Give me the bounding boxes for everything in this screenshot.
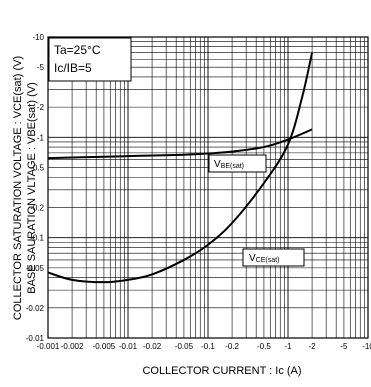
y-tick-label: -0.02 — [26, 304, 45, 313]
y-axis-title-line-1: COLLECTOR SATURATION VOLTAGE : VCE(sat) … — [12, 56, 24, 320]
vbe-label-box — [208, 154, 267, 173]
x-tick-label: -0.005 — [93, 342, 116, 351]
y-tick-label: -0.5 — [30, 164, 44, 173]
y-tick-label: -0.05 — [26, 264, 45, 273]
x-tick-label: -5 — [340, 342, 348, 351]
y-tick-label: -10 — [32, 33, 44, 42]
y-tick-label: -5 — [37, 63, 45, 72]
x-tick-label: -0.002 — [61, 342, 84, 351]
condition-temperature: Ta=25°C — [54, 43, 101, 57]
y-tick-label: -1 — [37, 133, 45, 142]
y-tick-label: -0.1 — [30, 234, 44, 243]
vce-label-base: V — [249, 253, 256, 264]
x-tick-label: -0.1 — [201, 342, 215, 351]
x-tick-label: -0.01 — [119, 342, 138, 351]
vbe-label-sub: BE(sat) — [221, 163, 244, 170]
conditions-box — [48, 37, 132, 82]
vce-label-box — [242, 248, 305, 267]
x-tick-label: -1 — [284, 342, 292, 351]
x-tick-label: -0.05 — [175, 342, 194, 351]
vce-label-sub: CE(sat) — [256, 257, 280, 264]
x-tick-label: -0.5 — [257, 342, 271, 351]
x-tick-label: -0.001 — [37, 342, 60, 351]
y-tick-label: -0.01 — [26, 334, 45, 343]
y-axis-title-line-2: BASE SAURATION VLTAGE : VBE(sat) (V) — [26, 82, 38, 294]
plot-frame — [47, 36, 369, 339]
x-tick-label: -10 — [362, 342, 371, 351]
vce-label: VCE(sat) — [249, 253, 279, 264]
vbe-label-base: V — [214, 159, 221, 170]
y-tick-label: -0.2 — [30, 203, 44, 212]
y-tick-label: -2 — [37, 103, 45, 112]
series-line-vcesat — [47, 52, 314, 284]
condition-current-ratio: Ic/IB=5 — [54, 61, 92, 75]
series — [47, 52, 314, 284]
vbe-label: VBE(sat) — [214, 159, 244, 170]
x-axis-title: COLLECTOR CURRENT : Ic (A) — [142, 365, 301, 377]
x-tick-label: -0.2 — [225, 342, 239, 351]
grid — [48, 37, 368, 338]
x-tick-label: -2 — [309, 342, 317, 351]
series-line-vbesat — [47, 128, 313, 160]
x-tick-label: -0.02 — [143, 342, 162, 351]
tick-labels: -0.001 -0.002 -0.005 -0.01 -0.02 -0.05 -0.1 -0.… — [26, 33, 371, 351]
